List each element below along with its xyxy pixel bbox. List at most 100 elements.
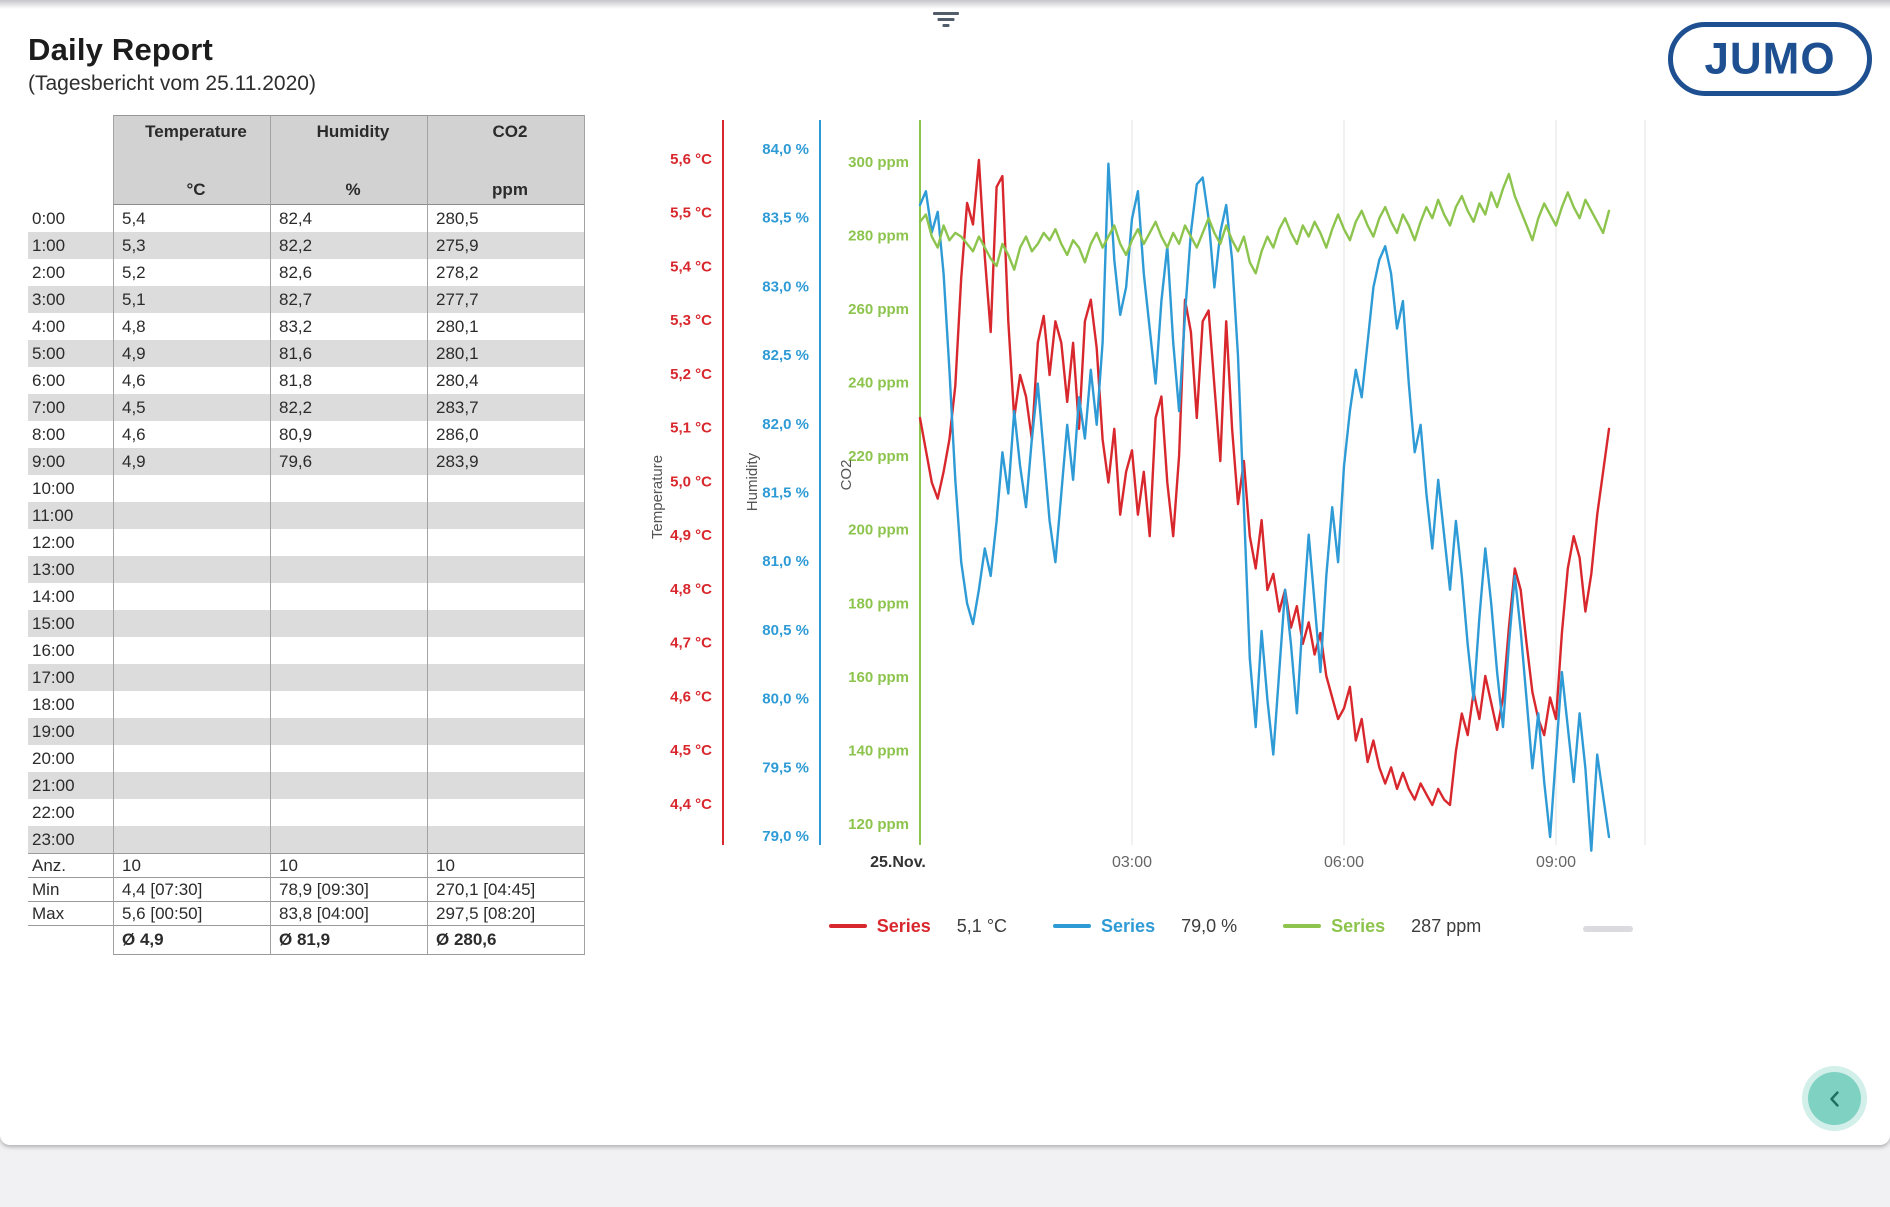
stat-label: Min bbox=[28, 877, 113, 901]
cell-co2 bbox=[427, 583, 585, 610]
cell-temperature: 4,9 bbox=[113, 340, 270, 367]
x-tick-label: 06:00 bbox=[1324, 854, 1364, 871]
cell-humidity: 81,6 bbox=[270, 340, 427, 367]
cell-co2 bbox=[427, 610, 585, 637]
cell-humidity bbox=[270, 772, 427, 799]
stat-co2: 270,1 [04:45] bbox=[427, 877, 585, 901]
stat-co2: 297,5 [08:20] bbox=[427, 901, 585, 925]
legend-item-co2[interactable]: Series 287 ppm bbox=[1283, 916, 1481, 937]
row-time: 5:00 bbox=[28, 340, 113, 367]
stat-humidity: 10 bbox=[270, 853, 427, 877]
temperature-tick-label: 5,1 °C bbox=[670, 420, 712, 437]
co2-tick-label: 120 ppm bbox=[848, 816, 909, 833]
cell-humidity bbox=[270, 529, 427, 556]
cell-temperature bbox=[113, 718, 270, 745]
filter-icon[interactable] bbox=[929, 10, 963, 36]
cell-co2 bbox=[427, 475, 585, 502]
humidity-axis-title: Humidity bbox=[744, 452, 761, 511]
stat-temperature: 5,6 [00:50] bbox=[113, 901, 270, 925]
humidity-tick-label: 79,0 % bbox=[762, 828, 809, 845]
stat-humidity: 83,8 [04:00] bbox=[270, 901, 427, 925]
humidity-tick-label: 83,5 % bbox=[762, 210, 809, 227]
cell-humidity bbox=[270, 691, 427, 718]
cell-temperature: 5,4 bbox=[113, 205, 270, 232]
row-time: 4:00 bbox=[32, 316, 66, 336]
row-time: 16:00 bbox=[32, 640, 75, 660]
cell-temperature bbox=[113, 502, 270, 529]
chart-legend: Series 5,1 °C Series 79,0 % Series 287 ppm bbox=[640, 906, 1670, 946]
legend-series-value: 5,1 °C bbox=[956, 915, 1008, 936]
cell-humidity bbox=[270, 637, 427, 664]
co2-tick-label: 200 ppm bbox=[848, 522, 909, 539]
chart-svg: 5,6 °C 5,5 °C 5,4 °C 5,3 °C 5,2 °C 5,1 °C 5,0 … bbox=[649, 120, 1646, 871]
row-time: 11:00 bbox=[28, 502, 113, 529]
cell-temperature bbox=[113, 529, 270, 556]
x-tick-label: 03:00 bbox=[1112, 854, 1152, 871]
co2-tick-label: 280 ppm bbox=[848, 228, 909, 245]
co2-series-line bbox=[918, 172, 1611, 275]
column-header-temperature: Temperature °C bbox=[113, 115, 270, 205]
temperature-series-line bbox=[918, 158, 1611, 807]
cell-temperature bbox=[113, 799, 270, 826]
cell-humidity bbox=[270, 610, 427, 637]
cell-humidity bbox=[270, 556, 427, 583]
cell-co2: 280,1 bbox=[427, 313, 585, 340]
humidity-tick-label: 80,5 % bbox=[762, 622, 809, 639]
cell-humidity: 83,2 bbox=[270, 313, 427, 340]
co2-tick-label: 180 ppm bbox=[848, 595, 909, 612]
x-tick-label: 09:00 bbox=[1536, 854, 1576, 871]
row-time: 13:00 bbox=[28, 556, 113, 583]
stat-label: Max bbox=[28, 901, 113, 925]
collapse-panel-button[interactable] bbox=[1808, 1072, 1861, 1125]
cell-co2 bbox=[427, 691, 585, 718]
temperature-tick-label: 5,6 °C bbox=[670, 151, 712, 168]
avg-humidity: Ø 81,9 bbox=[270, 925, 427, 955]
temperature-tick-label: 5,5 °C bbox=[670, 205, 712, 222]
cell-humidity bbox=[270, 475, 427, 502]
cell-humidity: 79,6 bbox=[270, 448, 427, 475]
stat-label: Anz. bbox=[28, 853, 113, 877]
cell-humidity: 82,2 bbox=[270, 232, 427, 259]
co2-tick-label: 240 ppm bbox=[848, 375, 909, 392]
cell-temperature bbox=[113, 637, 270, 664]
stat-co2: 10 bbox=[427, 853, 585, 877]
legend-item-humidity[interactable]: Series 79,0 % bbox=[1053, 916, 1283, 937]
legend-dash-icon bbox=[828, 924, 867, 928]
legend-dash-icon bbox=[1053, 924, 1092, 928]
avg-co2: Ø 280,6 bbox=[427, 925, 585, 955]
row-time: 19:00 bbox=[28, 718, 113, 745]
cell-temperature bbox=[113, 610, 270, 637]
row-time: 12:00 bbox=[32, 532, 75, 552]
page-title: Daily Report bbox=[28, 32, 213, 67]
row-time: 23:00 bbox=[28, 826, 113, 853]
stat-humidity: 78,9 [09:30] bbox=[270, 877, 427, 901]
jumo-logo: JUMO bbox=[1668, 22, 1872, 96]
row-time: 7:00 bbox=[28, 394, 113, 421]
row-time: 20:00 bbox=[32, 748, 75, 768]
cell-co2: 280,4 bbox=[427, 367, 585, 394]
humidity-tick-label: 84,0 % bbox=[762, 141, 809, 158]
cell-temperature bbox=[113, 583, 270, 610]
temperature-tick-label: 5,4 °C bbox=[670, 258, 712, 275]
humidity-series-line bbox=[918, 162, 1611, 852]
cell-humidity: 82,4 bbox=[270, 205, 427, 232]
temperature-tick-label: 4,4 °C bbox=[670, 796, 712, 813]
stat-temperature: 4,4 [07:30] bbox=[113, 877, 270, 901]
legend-item-temperature[interactable]: Series 5,1 °C bbox=[828, 915, 1053, 937]
cell-co2: 277,7 bbox=[427, 286, 585, 313]
cell-temperature: 5,2 bbox=[113, 259, 270, 286]
temperature-tick-label: 4,6 °C bbox=[670, 688, 712, 705]
cell-co2: 283,7 bbox=[427, 394, 585, 421]
cell-co2: 286,0 bbox=[427, 421, 585, 448]
co2-tick-label: 300 ppm bbox=[848, 154, 909, 171]
humidity-tick-label: 82,0 % bbox=[762, 416, 809, 433]
cell-co2: 280,1 bbox=[427, 340, 585, 367]
cell-humidity bbox=[270, 583, 427, 610]
row-time: 6:00 bbox=[32, 370, 66, 390]
legend-dash-icon bbox=[1283, 924, 1322, 928]
scrollbar-hint[interactable] bbox=[1583, 926, 1633, 932]
humidity-tick-label: 82,5 % bbox=[762, 347, 809, 364]
cell-temperature bbox=[113, 745, 270, 772]
temperature-tick-label: 4,7 °C bbox=[670, 635, 712, 652]
